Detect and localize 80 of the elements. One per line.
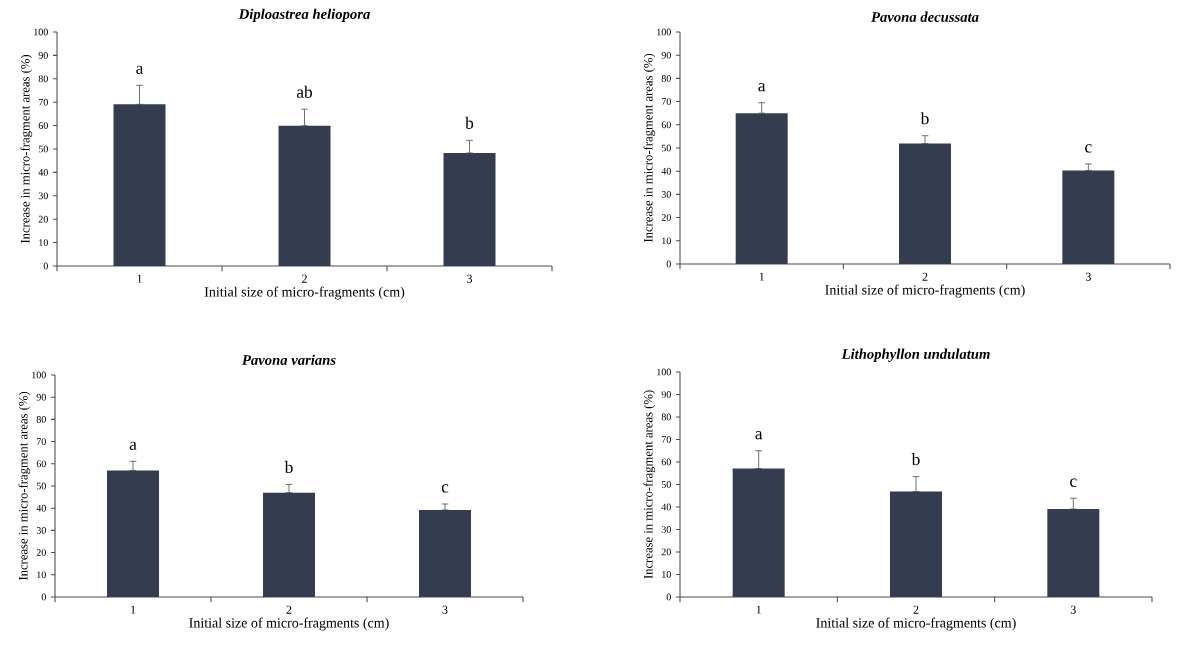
y-tick-label: 10 — [37, 571, 46, 579]
y-tick-label: 40 — [661, 503, 671, 511]
chart-title: Pavona varians — [241, 354, 336, 365]
x-tick-label: 3 — [1070, 605, 1076, 614]
x-tick-label: 2 — [286, 605, 292, 614]
x-tick-label: 1 — [137, 274, 142, 283]
annotation: b — [465, 116, 474, 129]
y-tick-label: 80 — [36, 416, 46, 423]
y-tick-label: 60 — [661, 121, 671, 129]
y-tick-label: 40 — [661, 167, 671, 175]
y-tick-label: 50 — [661, 481, 671, 488]
y-tick-label: 70 — [661, 98, 671, 105]
y-tick-label: 50 — [661, 144, 671, 152]
annotation: c — [1070, 478, 1077, 487]
y-tick-label: 0 — [41, 593, 46, 601]
y-tick-label: 20 — [36, 549, 46, 556]
x-tick-label: 1 — [756, 605, 761, 614]
y-tick-label: 80 — [661, 413, 671, 421]
y-axis-title: Increase in micro-fragment areas (%) — [18, 391, 31, 581]
y-tick-label: 80 — [38, 75, 48, 83]
y-tick-label: 30 — [38, 192, 48, 200]
y-tick-label: 40 — [38, 169, 48, 176]
annotation: a — [755, 431, 763, 440]
y-tick-label: 100 — [657, 28, 671, 36]
annotation: a — [136, 65, 144, 74]
y-tick-label: 20 — [661, 548, 671, 556]
y-tick-label: 100 — [32, 371, 46, 379]
y-axis-title: Increase in micro-fragment areas (%) — [643, 53, 656, 243]
y-tick-label: 60 — [36, 460, 46, 468]
y-tick-label: 50 — [36, 482, 46, 490]
y-tick-label: 90 — [36, 393, 46, 401]
x-tick-label: 2 — [913, 605, 919, 614]
y-tick-label: 90 — [661, 51, 671, 59]
chart-title: Lithophyllon undulatum — [841, 348, 990, 362]
y-tick-label: 100 — [657, 368, 671, 376]
y-tick-label: 70 — [661, 436, 671, 443]
y-tick-label: 0 — [666, 593, 671, 601]
x-tick-label: 3 — [1085, 272, 1091, 281]
x-tick-label: 1 — [131, 605, 136, 614]
x-axis-title: Initial size of micro-fragments (cm) — [825, 284, 1025, 298]
y-tick-label: 0 — [666, 260, 671, 268]
x-tick-label: 2 — [922, 272, 928, 281]
chart-title: Diploastrea heliopora — [238, 8, 370, 22]
x-tick-label: 3 — [442, 605, 448, 614]
y-tick-label: 10 — [39, 239, 48, 246]
y-tick-label: 10 — [662, 237, 671, 245]
y-tick-label: 50 — [38, 145, 48, 153]
y-tick-label: 20 — [661, 214, 671, 221]
annotation: c — [1085, 144, 1092, 153]
y-tick-label: 70 — [36, 438, 46, 445]
annotation: b — [284, 460, 293, 474]
x-tick-label: 1 — [759, 272, 764, 281]
x-axis-title: Initial size of micro-fragments (cm) — [204, 286, 405, 300]
y-tick-label: 30 — [661, 191, 671, 198]
y-tick-label: 90 — [38, 52, 48, 59]
y-axis-title: Increase in micro-fragment areas (%) — [643, 390, 656, 579]
y-tick-label: 80 — [661, 75, 671, 82]
y-tick-label: 30 — [36, 527, 46, 534]
y-tick-label: 20 — [38, 215, 48, 223]
y-tick-label: 60 — [38, 122, 48, 129]
annotation: b — [920, 112, 929, 125]
annotation: c — [441, 484, 449, 493]
y-tick-label: 90 — [661, 391, 671, 398]
annotation: a — [758, 83, 766, 92]
y-tick-label: 0 — [43, 262, 48, 270]
annotation: ab — [296, 85, 313, 98]
y-tick-label: 60 — [661, 458, 671, 466]
x-tick-label: 2 — [302, 274, 307, 283]
x-tick-label: 3 — [467, 274, 473, 283]
chart-title: Pavona decussata — [871, 11, 979, 22]
y-tick-label: 100 — [34, 28, 48, 36]
y-axis-title: Increase in micro-fragment areas (%) — [20, 54, 33, 244]
y-tick-label: 30 — [661, 526, 671, 533]
annotation: a — [129, 441, 137, 450]
annotation: b — [911, 453, 920, 466]
y-tick-label: 40 — [36, 504, 46, 512]
x-axis-title: Initial size of micro-fragments (cm) — [816, 617, 1016, 631]
y-tick-label: 10 — [662, 571, 671, 578]
y-tick-label: 70 — [38, 98, 48, 106]
x-axis-title: Initial size of micro-fragments (cm) — [189, 617, 389, 631]
